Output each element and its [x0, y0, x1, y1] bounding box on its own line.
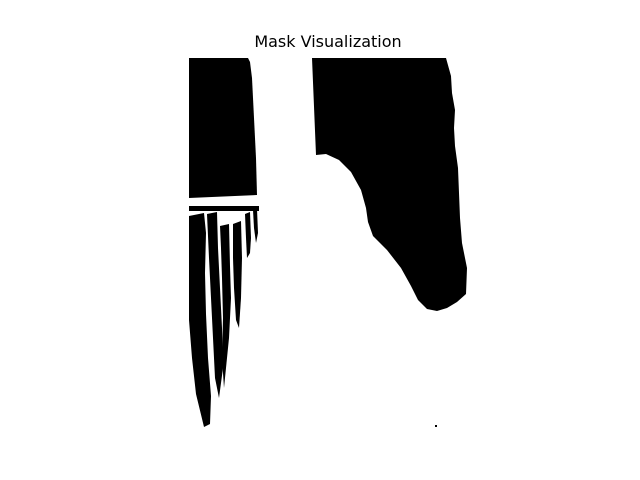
- mask-rail-1: [189, 213, 211, 427]
- mask-rail-4: [233, 221, 242, 328]
- mask-region-upper-left: [189, 58, 257, 198]
- mask-svg: [189, 58, 467, 427]
- mask-rail-3: [220, 224, 231, 388]
- mask-rail-6: [253, 209, 258, 243]
- mask-rail-2: [207, 212, 223, 398]
- mask-rail-bar: [189, 206, 259, 211]
- mask-speck: [435, 425, 437, 427]
- mask-rail-5: [245, 212, 251, 258]
- figure-title: Mask Visualization: [254, 32, 402, 51]
- mask-region-right: [312, 58, 467, 311]
- mask-image: [189, 58, 467, 427]
